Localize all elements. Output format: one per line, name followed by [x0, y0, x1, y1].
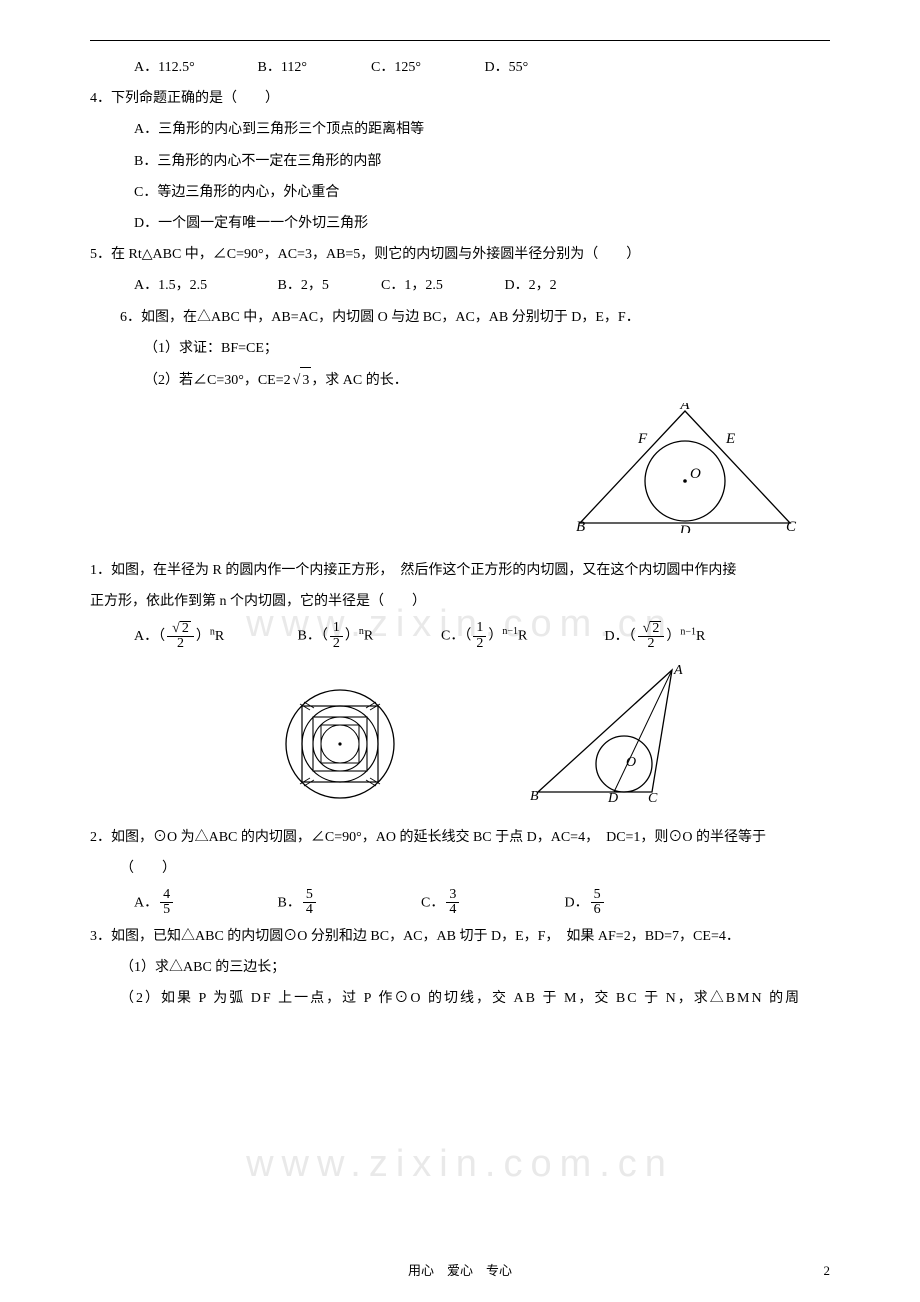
- s2q1-opt-d: D．（22）n−1R: [605, 621, 706, 652]
- q5-opt-b: B．2，5: [278, 273, 378, 298]
- footer-text: 用心 爱心 专心: [408, 1263, 512, 1278]
- q6-p2-prefix: （2）若∠C=30°，CE=2: [144, 373, 291, 388]
- s2q3-stem: 3．如图，已知△ABC 的内切圆⊙O 分别和边 BC，AC，AB 切于 D，E，…: [90, 924, 830, 949]
- q3-opt-d: D．55°: [485, 55, 529, 80]
- s2q1-diagram: [280, 684, 400, 813]
- s2q2-options: A．45 B．54 C．34 D．56: [90, 888, 830, 918]
- q5-options: A．1.5，2.5 B．2，5 C．1，2.5 D．2，2: [90, 273, 830, 298]
- svg-text:O: O: [690, 466, 701, 482]
- svg-text:D: D: [679, 523, 691, 533]
- q6-radicand: 3: [300, 367, 311, 393]
- s2q1-options: A．（22）nR B．（12）nR C．（12）n−1R D．（22）n−1R: [90, 621, 830, 652]
- svg-text:A: A: [673, 664, 683, 678]
- q3-opt-c: C．125°: [371, 55, 481, 80]
- svg-text:F: F: [637, 431, 648, 447]
- s2q2-opt-b: B．54: [278, 888, 418, 918]
- s2q1-opt-a: A．（22）nR: [134, 621, 294, 652]
- q3-opt-b: B．112°: [258, 55, 368, 80]
- sqrt-icon: 3: [291, 367, 312, 393]
- q5-opt-a: A．1.5，2.5: [134, 273, 274, 298]
- q4-stem: 4．下列命题正确的是（ ）: [90, 86, 830, 111]
- watermark: www.zixin.com.cn: [0, 1130, 920, 1198]
- q4-opt-c: C．等边三角形的内心，外心重合: [90, 180, 830, 205]
- q3-opt-a: A．112.5°: [134, 55, 254, 80]
- q4-opt-a: A．三角形的内心到三角形三个顶点的距离相等: [90, 117, 830, 142]
- q5-opt-c: C．1，2.5: [381, 273, 501, 298]
- s2q2-opt-a: A．45: [134, 888, 274, 918]
- svg-text:A: A: [679, 403, 690, 413]
- q6-diagram: A B C D F E O: [90, 403, 830, 542]
- q6-stem: 6．如图，在△ABC 中，AB=AC，内切圆 O 与边 BC，AC，AB 分别切…: [90, 305, 830, 330]
- s2q2-opt-c: C．34: [421, 888, 561, 918]
- svg-text:O: O: [626, 755, 636, 770]
- svg-text:D: D: [607, 791, 618, 804]
- q5-opt-d: D．2，2: [505, 273, 557, 298]
- q4-opt-b: B．三角形的内心不一定在三角形的内部: [90, 149, 830, 174]
- s2q3-p1: （1）求△ABC 的三边长；: [90, 955, 830, 980]
- q6-p2-suffix: ，求 AC 的长．: [311, 373, 407, 388]
- svg-text:B: B: [530, 789, 539, 804]
- q3-options: A．112.5° B．112° C．125° D．55°: [90, 55, 830, 80]
- s2q1-opt-c: C．（12）n−1R: [441, 621, 601, 651]
- svg-text:C: C: [786, 519, 797, 533]
- s2q1-opt-b: B．（12）nR: [298, 621, 438, 651]
- page-number: 2: [824, 1259, 831, 1282]
- s2q1-stem-l1: 1．如图，在半径为 R 的圆内作一个内接正方形， 然后作这个正方形的内切圆，又在…: [90, 558, 830, 583]
- s2q2-stem-l2: （ ）: [90, 856, 830, 881]
- svg-text:E: E: [725, 431, 735, 447]
- s2q3-p2: （2）如果 P 为弧 DF 上一点，过 P 作⊙O 的切线，交 AB 于 M，交…: [90, 986, 830, 1011]
- s2q2-diagram: A B C D O: [524, 664, 684, 813]
- s2q2-stem-l1: 2．如图，⊙O 为△ABC 的内切圆，∠C=90°，AO 的延长线交 BC 于点…: [90, 825, 830, 850]
- q4-opt-d: D．一个圆一定有唯一一个外切三角形: [90, 211, 830, 236]
- s2q2-opt-d: D．56: [565, 888, 606, 918]
- svg-text:C: C: [648, 791, 658, 804]
- q6-part1: （1）求证：BF=CE；: [90, 336, 830, 361]
- svg-text:B: B: [576, 519, 585, 533]
- page-footer: 用心 爱心 专心 2: [0, 1259, 920, 1282]
- q5-stem: 5．在 Rt△ABC 中，∠C=90°，AC=3，AB=5，则它的内切圆与外接圆…: [90, 242, 830, 267]
- s2q1-stem-l2: 正方形，依此作到第 n 个内切圆，它的半径是（ ）: [90, 589, 830, 614]
- q6-part2: （2）若∠C=30°，CE=2 3，求 AC 的长．: [90, 367, 830, 393]
